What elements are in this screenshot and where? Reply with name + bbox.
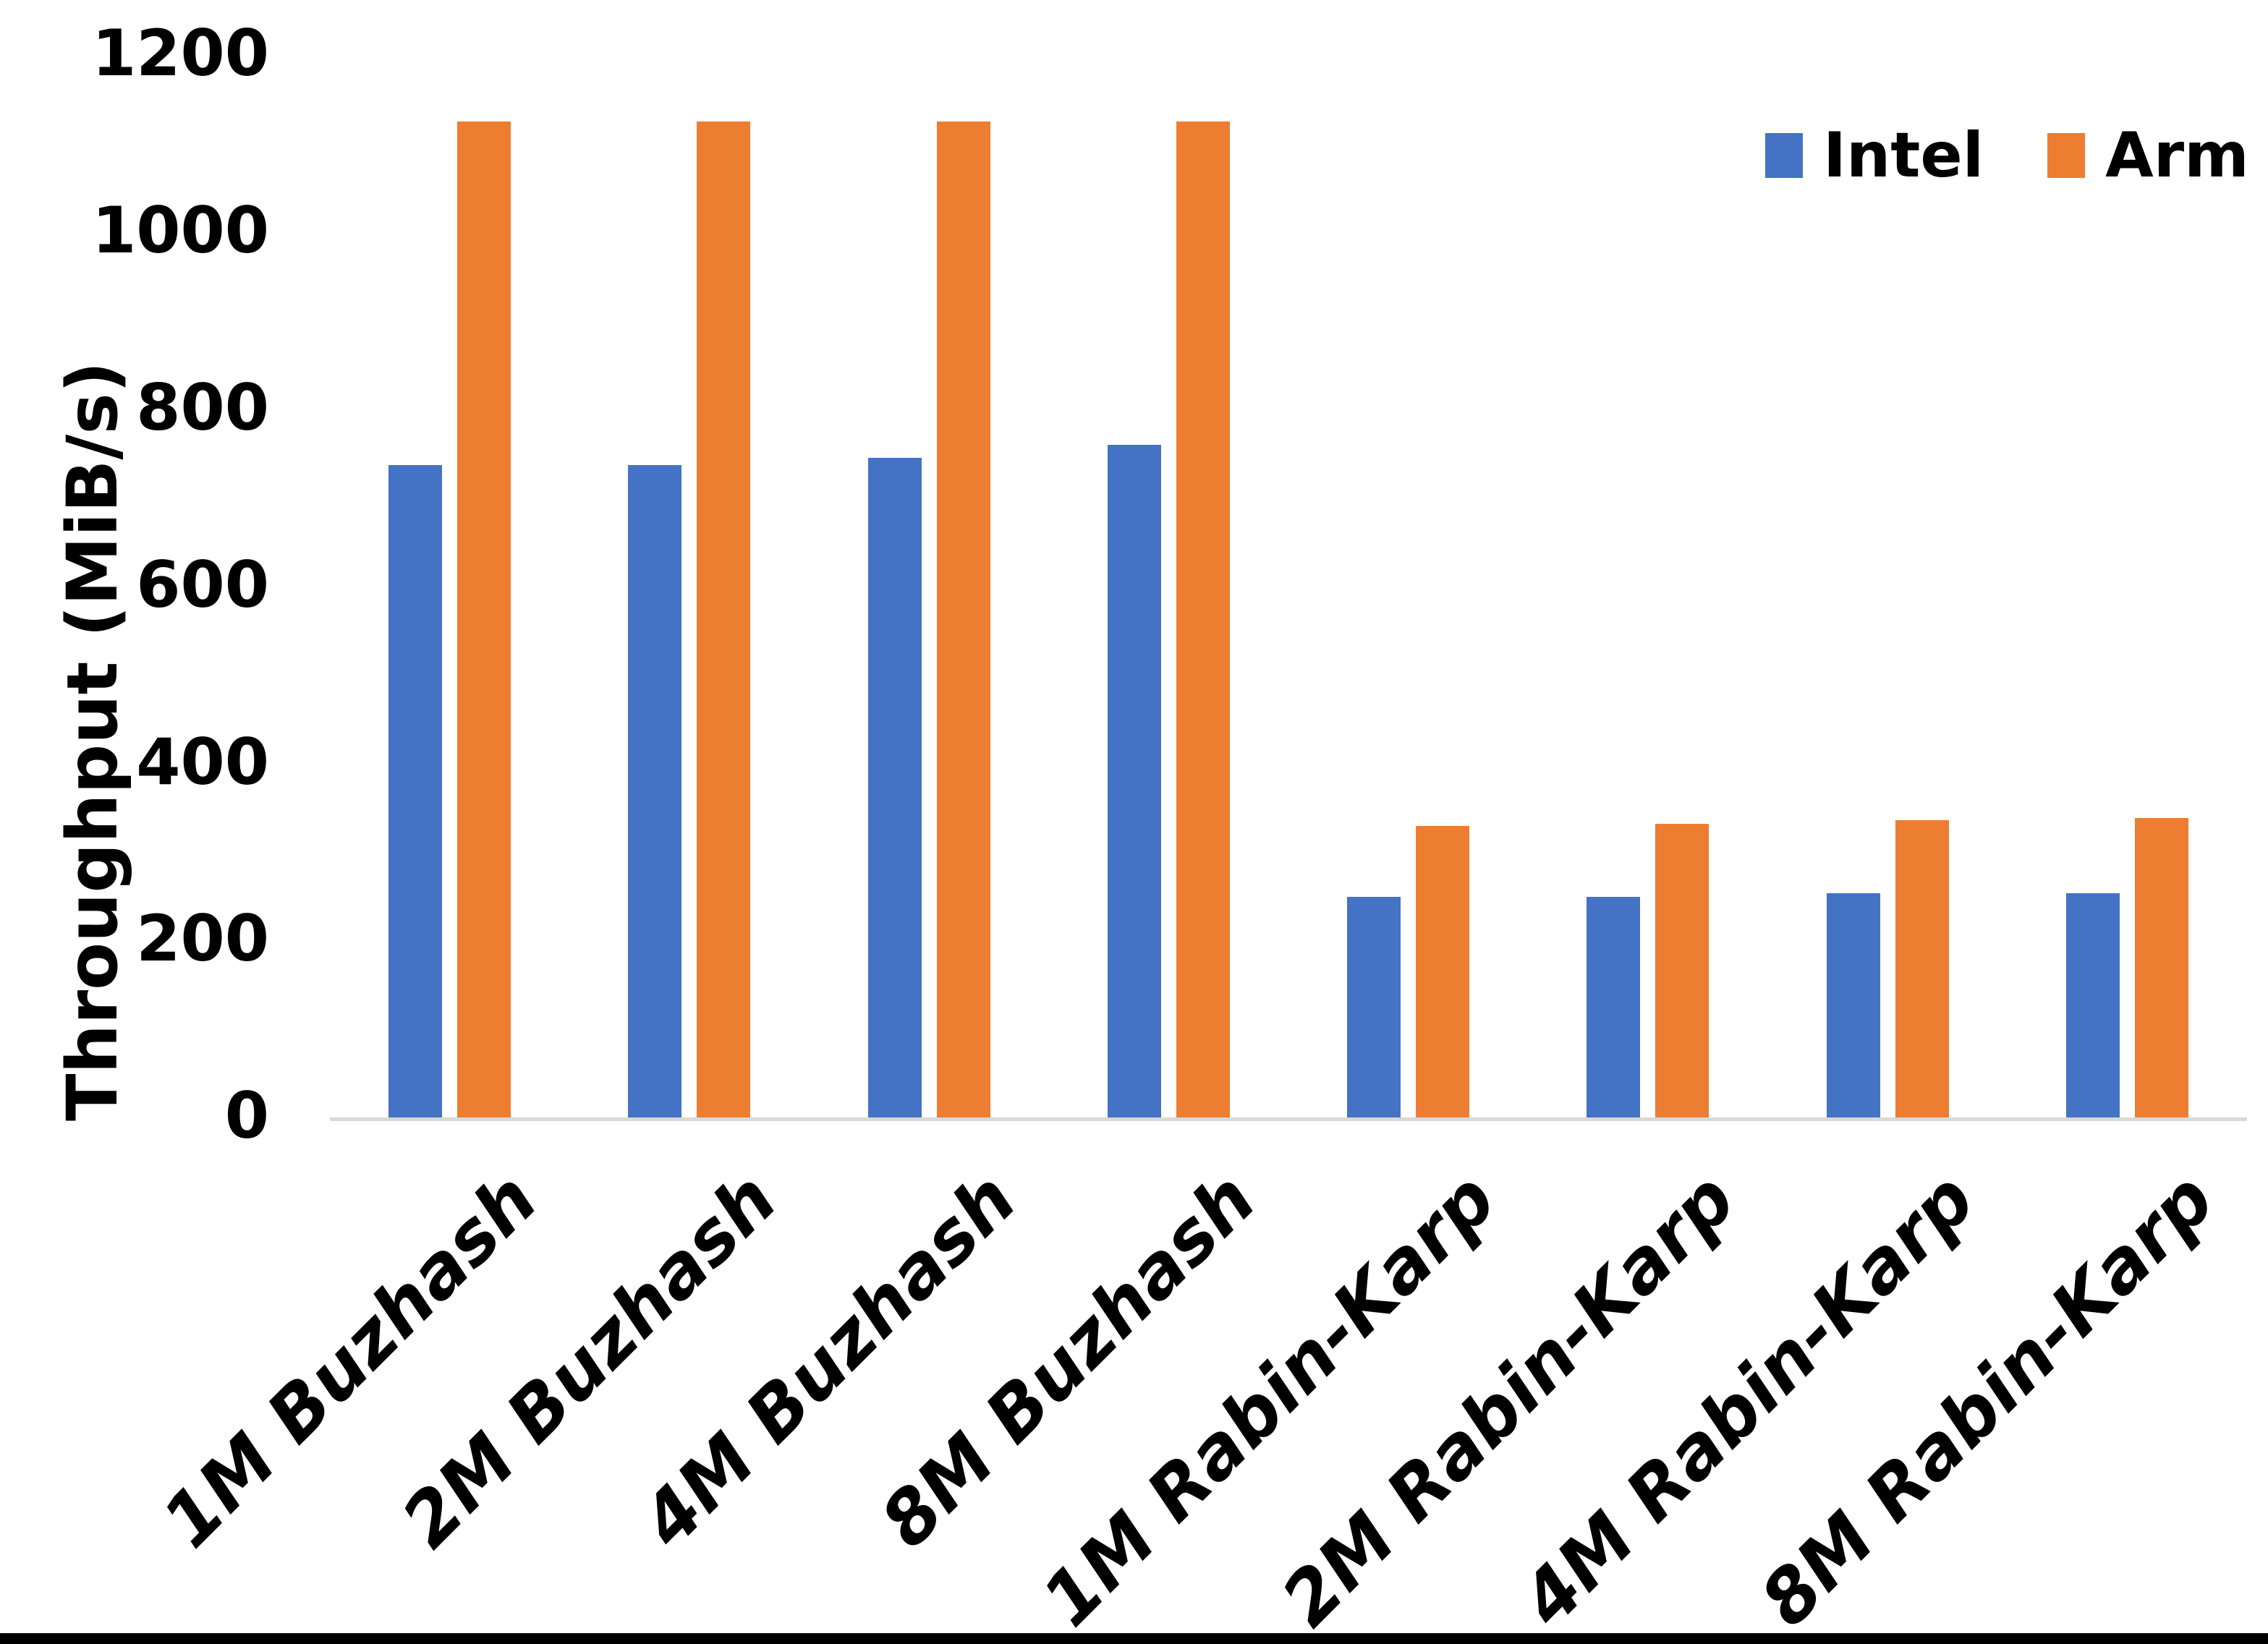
bar-arm-2m-buzhash xyxy=(697,121,751,1117)
legend-swatch-arm-icon xyxy=(2047,133,2086,178)
y-tick-label: 0 xyxy=(224,1078,269,1154)
y-tick-label: 1200 xyxy=(92,16,269,91)
legend-label-intel: Intel xyxy=(1823,119,1984,192)
bar-intel-8m-rabin-karp xyxy=(2065,893,2120,1117)
bar-arm-8m-buzhash xyxy=(1176,121,1230,1117)
y-tick-label: 400 xyxy=(136,724,269,799)
legend-swatch-intel-icon xyxy=(1765,133,1803,178)
legend-item-arm: Arm xyxy=(2047,124,2249,187)
bar-arm-4m-rabin-karp xyxy=(1895,819,1949,1117)
bar-intel-8m-buzhash xyxy=(1107,444,1161,1117)
y-tick-label: 600 xyxy=(136,547,269,622)
bar-arm-8m-rabin-karp xyxy=(2134,818,2188,1117)
bar-arm-2m-rabin-karp xyxy=(1655,823,1710,1117)
bar-intel-2m-rabin-karp xyxy=(1587,897,1641,1117)
bottom-border-bar xyxy=(0,1633,2268,1644)
bar-arm-1m-buzhash xyxy=(457,121,511,1117)
bar-intel-4m-buzhash xyxy=(867,457,922,1117)
legend: Intel Arm xyxy=(1765,124,2249,187)
y-tick-label: 800 xyxy=(136,370,269,445)
y-tick-label: 1000 xyxy=(92,193,269,268)
x-axis-label: 1M Buzhash xyxy=(145,1157,553,1564)
plot-area xyxy=(330,55,2247,1117)
bar-intel-1m-buzhash xyxy=(388,464,443,1117)
bar-arm-4m-buzhash xyxy=(936,121,990,1117)
bar-arm-1m-rabin-karp xyxy=(1416,826,1470,1117)
legend-item-intel: Intel xyxy=(1765,124,1984,187)
y-tick-label: 200 xyxy=(136,901,269,976)
bar-intel-1m-rabin-karp xyxy=(1347,897,1401,1117)
bar-intel-2m-buzhash xyxy=(628,464,682,1117)
x-axis-line xyxy=(330,1117,2247,1121)
legend-label-arm: Arm xyxy=(2105,119,2249,192)
bar-intel-4m-rabin-karp xyxy=(1826,893,1880,1117)
